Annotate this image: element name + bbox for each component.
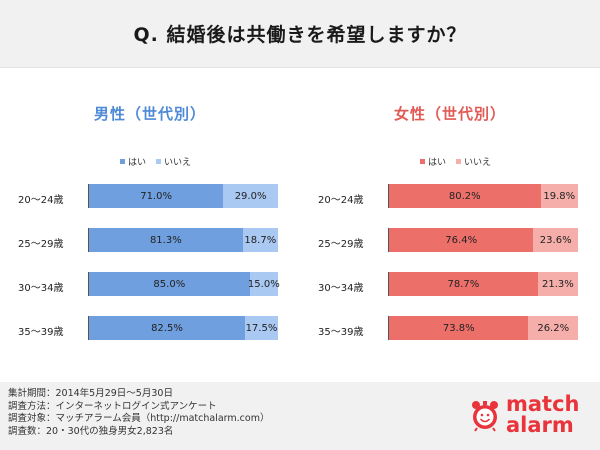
alarm-clock-smiley-icon [472, 401, 498, 432]
male-no-segment: 29.0% [223, 184, 278, 208]
male-stacked-bar: 71.0% 29.0% [88, 184, 278, 208]
male-row: 35〜39歳 82.5% 17.5% [0, 315, 300, 359]
male-yes-segment: 81.3% [89, 228, 243, 252]
female-chart-title: 女性（世代別） [393, 105, 506, 123]
female-legend: はい いいえ [420, 155, 491, 168]
female-stacked-bar: 78.7% 21.3% [388, 272, 578, 296]
male-stacked-bar: 81.3% 18.7% [88, 228, 278, 252]
male-legend-no-swatch [156, 159, 162, 164]
logo-line-1: match [506, 392, 580, 416]
female-no-segment: 23.6% [533, 228, 578, 252]
male-row: 25〜29歳 81.3% 18.7% [0, 227, 300, 271]
survey-notes: 集計期間：2014年5月29日〜5月30日 調査方法：インターネットログイン式ア… [8, 388, 269, 438]
female-category-label: 30〜34歳 [318, 283, 364, 294]
male-category-label: 25〜29歳 [18, 239, 64, 250]
male-category-label: 20〜24歳 [18, 195, 64, 206]
male-category-label: 35〜39歳 [18, 327, 64, 338]
survey-count: 調査数：20・30代の独身男女2,823名 [8, 425, 174, 437]
female-no-segment: 19.8% [540, 184, 578, 208]
female-legend-no: いいえ [456, 155, 491, 168]
female-row: 25〜29歳 76.4% 23.6% [300, 227, 600, 271]
male-yes-segment: 71.0% [89, 184, 224, 208]
female-legend-no-label: いいえ [464, 158, 492, 168]
male-legend-yes-swatch [120, 159, 125, 164]
female-stacked-bar: 73.8% 26.2% [388, 316, 578, 340]
survey-target: 調査対象：マッチアラーム会員（http://matchalarm.com） [8, 413, 270, 424]
female-no-segment: 26.2% [528, 316, 578, 340]
female-yes-segment: 73.8% [389, 316, 529, 340]
male-legend-yes-label: はい [128, 158, 147, 168]
female-row: 35〜39歳 73.8% 26.2% [300, 315, 600, 359]
logo-wordmark: match alarm [506, 394, 580, 436]
female-category-label: 20〜24歳 [318, 195, 364, 206]
female-row: 20〜24歳 80.2% 19.8% [300, 183, 600, 227]
female-legend-no-swatch [456, 159, 462, 164]
female-stacked-bar: 80.2% 19.8% [388, 184, 578, 208]
male-chart-title: 男性（世代別） [93, 105, 206, 123]
female-category-label: 35〜39歳 [318, 327, 364, 338]
male-legend: はい いいえ [120, 155, 191, 168]
male-no-segment: 17.5% [244, 316, 278, 340]
male-bar-rows: 20〜24歳 71.0% 29.0% 25〜29歳 81.3% 18.7% 30〜34歳 85… [0, 183, 300, 359]
male-no-segment: 15.0% [248, 272, 280, 296]
header: Q. 結婚後は共働きを希望しますか？ [0, 0, 600, 68]
female-yes-segment: 78.7% [389, 272, 538, 296]
male-yes-segment: 82.5% [89, 316, 245, 340]
female-legend-yes: はい [420, 155, 446, 168]
male-row: 30〜34歳 85.0% 15.0% [0, 271, 300, 315]
male-category-label: 30〜34歳 [18, 283, 64, 294]
female-stacked-bar: 76.4% 23.6% [388, 228, 578, 252]
male-stacked-bar: 82.5% 17.5% [88, 316, 278, 340]
survey-method: 調査方法：インターネットログイン式アンケート [8, 400, 217, 412]
male-chart-panel: 男性（世代別） はい いいえ 20〜24歳 71.0% 29.0% 25〜29歳 81.… [0, 95, 300, 355]
female-legend-yes-label: はい [428, 158, 447, 168]
matchalarm-logo: match alarm [468, 392, 588, 442]
female-category-label: 25〜29歳 [318, 239, 364, 250]
female-bar-rows: 20〜24歳 80.2% 19.8% 25〜29歳 76.4% 23.6% 30〜34歳 78… [300, 183, 600, 359]
female-chart-panel: 女性（世代別） はい いいえ 20〜24歳 80.2% 19.8% 25〜29歳 76.… [300, 95, 600, 355]
female-yes-segment: 76.4% [389, 228, 534, 252]
female-row: 30〜34歳 78.7% 21.3% [300, 271, 600, 315]
male-legend-no: いいえ [156, 155, 191, 168]
male-legend-no-label: いいえ [164, 158, 192, 168]
female-yes-segment: 80.2% [389, 184, 541, 208]
male-yes-segment: 85.0% [89, 272, 250, 296]
male-row: 20〜24歳 71.0% 29.0% [0, 183, 300, 227]
female-legend-yes-swatch [420, 159, 425, 164]
page-title: Q. 結婚後は共働きを希望しますか？ [133, 24, 467, 46]
male-legend-yes: はい [120, 155, 146, 168]
footer: 集計期間：2014年5月29日〜5月30日 調査方法：インターネットログイン式ア… [0, 382, 600, 450]
female-no-segment: 21.3% [537, 272, 578, 296]
logo-line-2: alarm [506, 413, 574, 437]
male-stacked-bar: 85.0% 15.0% [88, 272, 280, 296]
survey-period: 集計期間：2014年5月29日〜5月30日 [8, 388, 173, 399]
male-no-segment: 18.7% [242, 228, 278, 252]
